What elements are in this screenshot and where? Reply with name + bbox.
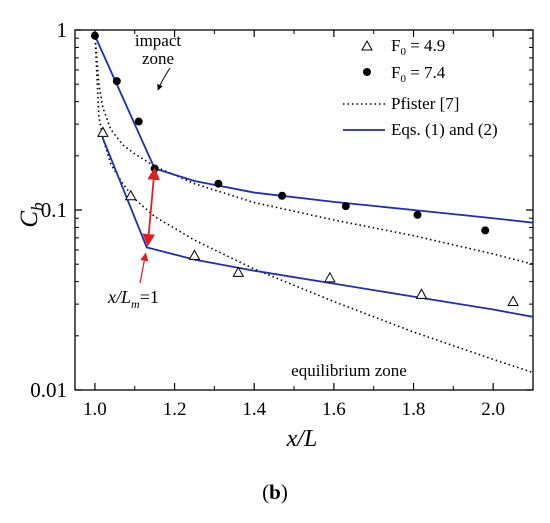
y-tick-label: 1 — [57, 18, 68, 42]
x-tick-label: 1.6 — [322, 399, 346, 420]
annotation-xlm-tail: =1 — [140, 287, 159, 307]
y-tick-label: 0.1 — [41, 198, 67, 222]
data-point-f74 — [278, 191, 287, 200]
annotation-xlm-main: x/L — [107, 287, 131, 307]
annotation-xlm: x/Lm=1 — [107, 287, 159, 311]
data-point-f49 — [415, 288, 428, 299]
x-tick-label: 1.2 — [163, 399, 187, 420]
data-point-f49 — [124, 189, 137, 201]
legend-f49: F0 = 4.9 — [391, 36, 445, 58]
figure-caption: (b) — [262, 480, 288, 504]
data-point-f74 — [413, 210, 422, 219]
red-arrow — [139, 167, 160, 284]
legend-f74-prefix: F — [391, 63, 400, 82]
annotation-impact-arrow — [157, 67, 171, 91]
annotation-zone: zone — [142, 49, 174, 68]
data-point-f49 — [507, 295, 519, 307]
x-tick-label: 1.8 — [402, 399, 426, 420]
legend-f49-prefix: F — [391, 36, 400, 55]
y-axis-label-sub: b — [28, 202, 47, 211]
annotation-equilibrium: equilibrium zone — [291, 361, 407, 380]
data-point-f74 — [90, 31, 99, 40]
legend-f49-sub: 0 — [400, 46, 406, 58]
data-point-f74 — [134, 117, 143, 126]
legend-f49-value: = 4.9 — [406, 36, 445, 55]
annotation-impact: impact — [135, 31, 182, 50]
legend-circle-marker — [363, 68, 371, 76]
data-point-f74 — [481, 226, 490, 235]
data-point-f49 — [97, 126, 109, 137]
series-lines — [94, 33, 533, 374]
x-tick-label: 2.0 — [481, 399, 505, 420]
legend-f74-sub: 0 — [400, 73, 406, 85]
legend-eqs: Eqs. (1) and (2) — [391, 120, 498, 139]
data-point-f74 — [341, 202, 350, 211]
plot-frame — [74, 29, 534, 391]
x-tick-label: 1.4 — [242, 399, 266, 420]
legend: F0 = 4.9 F0 = 7.4 Pfister [7] Eqs. (1) a… — [343, 36, 498, 139]
x-tick-label: 1.0 — [83, 399, 107, 420]
legend-f74-value: = 7.4 — [406, 63, 446, 82]
y-axis-label-main: C — [16, 211, 43, 228]
xlm-pointer-arrow — [139, 252, 149, 284]
data-point-f49 — [324, 271, 336, 283]
legend-f74: F0 = 7.4 — [391, 63, 446, 85]
series-markers — [90, 31, 519, 307]
ticks: 1.0 1.2 1.4 1.6 1.8 2.0 0.01 0.1 1 — [30, 18, 533, 420]
annotation-xlm-sub: m — [131, 297, 140, 311]
data-point-f49 — [232, 266, 245, 277]
y-axis-label: Cb — [16, 202, 47, 227]
data-point-f49 — [188, 249, 201, 260]
data-point-f74 — [214, 179, 223, 188]
equation-curve — [94, 35, 533, 224]
data-point-f74 — [112, 77, 121, 86]
red-arrow-line — [142, 167, 160, 247]
legend-pfister: Pfister [7] — [391, 94, 459, 113]
pfister-curve — [94, 33, 533, 265]
x-axis-label: x/L — [286, 426, 318, 452]
y-tick-label: 0.01 — [30, 378, 67, 402]
figure-caption-letter: b — [269, 480, 281, 504]
legend-triangle-marker — [361, 39, 373, 51]
equation-curve — [102, 138, 533, 318]
